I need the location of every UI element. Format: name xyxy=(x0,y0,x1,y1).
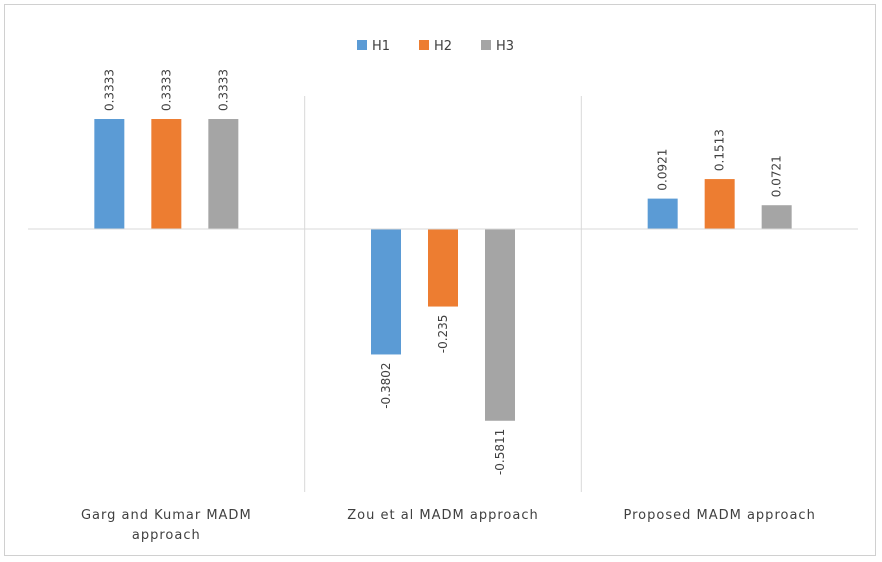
bar-h1-cat-2 xyxy=(647,198,678,229)
category-label-1: Zou et al MADM approach xyxy=(347,508,538,523)
category-label-0-line-0: Garg and Kumar MADM xyxy=(81,508,252,523)
data-label-h2-cat-0: 0.3333 xyxy=(159,69,173,111)
bar-h1-cat-0 xyxy=(94,119,125,229)
data-label-h1-cat-1: -0.3802 xyxy=(379,362,393,408)
bar-h2-cat-0 xyxy=(151,119,182,229)
data-label-h2-cat-2: 0.1513 xyxy=(713,129,727,171)
data-labels: 0.3333 0.3333 0.3333 -0.3802 -0.235 -0.5811 0.… xyxy=(102,69,783,475)
legend: H1 H2 H3 xyxy=(357,39,514,54)
legend-label-h3: H3 xyxy=(496,39,514,54)
category-label-0-line-1: approach xyxy=(132,528,201,543)
bar-h3-cat-0 xyxy=(208,119,239,229)
data-label-h3-cat-1: -0.5811 xyxy=(493,429,507,475)
bar-h3-cat-1 xyxy=(485,229,515,421)
category-dividers xyxy=(304,96,582,492)
category-label-2: Proposed MADM approach xyxy=(624,508,816,523)
data-label-h3-cat-0: 0.3333 xyxy=(216,69,230,111)
category-labels: Garg and Kumar MADM approach Zou et al MAD… xyxy=(81,508,816,543)
legend-swatch-h3 xyxy=(481,40,491,50)
legend-swatch-h2 xyxy=(419,40,429,50)
legend-swatch-h1 xyxy=(357,40,367,50)
bars xyxy=(94,119,792,421)
data-label-h1-cat-0: 0.3333 xyxy=(102,69,116,111)
bar-h3-cat-2 xyxy=(761,205,792,229)
bar-h1-cat-1 xyxy=(371,229,401,355)
bar-h2-cat-1 xyxy=(428,229,458,307)
data-label-h3-cat-2: 0.0721 xyxy=(770,155,784,197)
legend-label-h2: H2 xyxy=(434,39,452,54)
bar-h2-cat-2 xyxy=(704,179,735,229)
data-label-h1-cat-2: 0.0921 xyxy=(656,149,670,191)
data-label-h2-cat-1: -0.235 xyxy=(436,315,450,354)
legend-label-h1: H1 xyxy=(372,39,390,54)
